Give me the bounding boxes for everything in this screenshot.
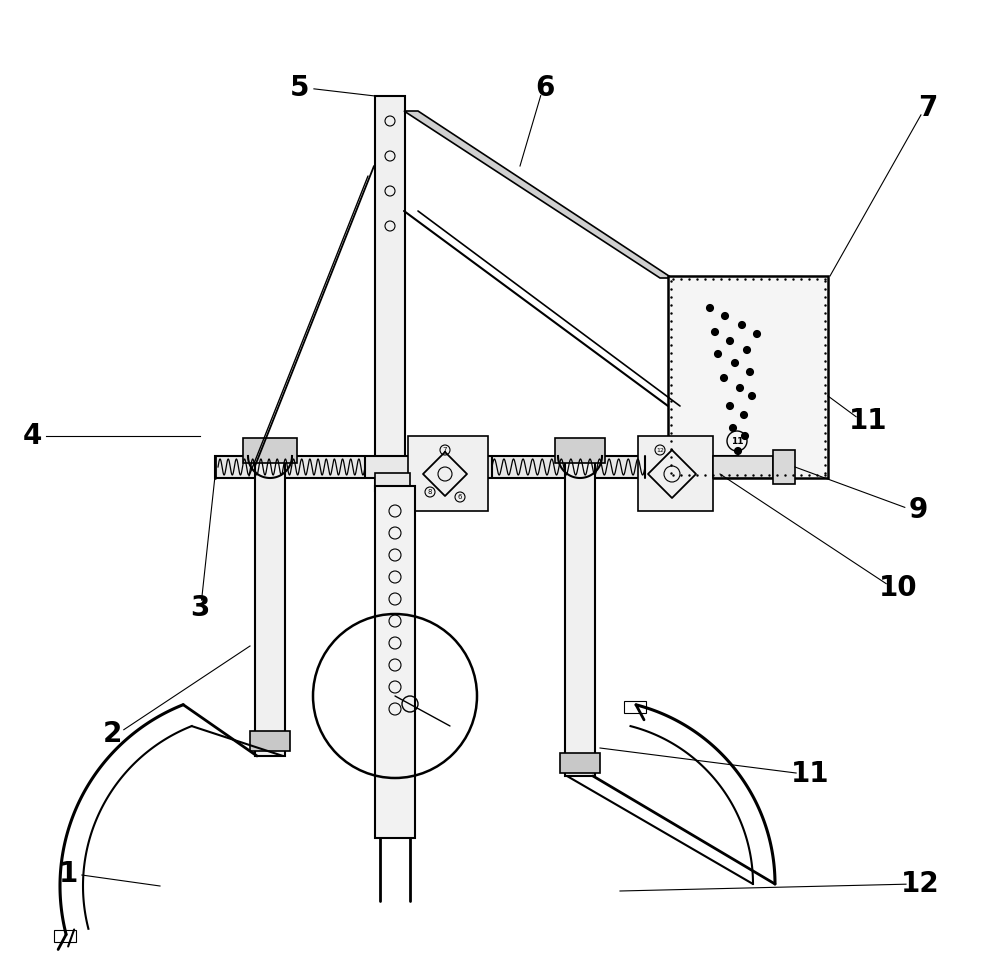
Circle shape xyxy=(720,375,728,382)
Text: 7: 7 xyxy=(443,447,447,453)
Circle shape xyxy=(736,384,744,391)
Bar xyxy=(54,930,76,943)
Circle shape xyxy=(744,347,750,354)
Bar xyxy=(565,456,595,776)
Circle shape xyxy=(754,330,761,337)
Circle shape xyxy=(726,337,734,345)
Circle shape xyxy=(740,412,748,418)
Circle shape xyxy=(706,304,714,311)
Circle shape xyxy=(722,312,728,320)
Bar xyxy=(668,276,828,478)
Circle shape xyxy=(714,351,722,357)
Circle shape xyxy=(738,322,746,328)
Bar xyxy=(408,436,488,511)
Text: 7: 7 xyxy=(918,94,938,122)
Polygon shape xyxy=(404,111,672,278)
Text: 9: 9 xyxy=(908,496,928,524)
Text: 3: 3 xyxy=(190,594,210,622)
Text: 10: 10 xyxy=(879,574,917,602)
Bar xyxy=(713,456,773,478)
Bar xyxy=(773,450,795,484)
Circle shape xyxy=(730,424,736,432)
Circle shape xyxy=(748,392,756,400)
Text: 2: 2 xyxy=(102,720,122,748)
Bar xyxy=(560,753,600,773)
Text: 11: 11 xyxy=(791,760,829,788)
Text: 8: 8 xyxy=(428,489,432,495)
Text: 6: 6 xyxy=(535,74,555,102)
Text: 11: 11 xyxy=(731,437,743,445)
Bar xyxy=(215,456,738,478)
Bar xyxy=(624,700,646,713)
Bar xyxy=(638,436,713,511)
Text: 6: 6 xyxy=(458,494,462,500)
Bar xyxy=(375,96,405,491)
Bar xyxy=(250,731,290,751)
Bar xyxy=(555,438,605,463)
Bar xyxy=(375,486,415,838)
Bar xyxy=(375,473,410,518)
Bar xyxy=(243,438,297,463)
Text: 1: 1 xyxy=(58,860,78,888)
Bar xyxy=(255,456,285,756)
Circle shape xyxy=(732,359,738,366)
Circle shape xyxy=(746,368,754,376)
Text: 4: 4 xyxy=(22,422,42,450)
Text: 12: 12 xyxy=(901,870,939,898)
Circle shape xyxy=(734,447,742,454)
Text: 5: 5 xyxy=(290,74,310,102)
Circle shape xyxy=(742,433,748,440)
Text: 11: 11 xyxy=(849,407,887,435)
Text: 12: 12 xyxy=(656,447,664,452)
Circle shape xyxy=(712,328,718,335)
Circle shape xyxy=(726,403,734,410)
